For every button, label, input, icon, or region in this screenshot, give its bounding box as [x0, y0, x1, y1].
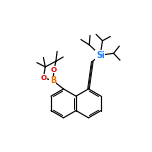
Text: O: O — [51, 67, 57, 73]
Text: Si: Si — [96, 51, 105, 60]
Text: B: B — [50, 76, 56, 85]
Text: O: O — [40, 75, 47, 81]
